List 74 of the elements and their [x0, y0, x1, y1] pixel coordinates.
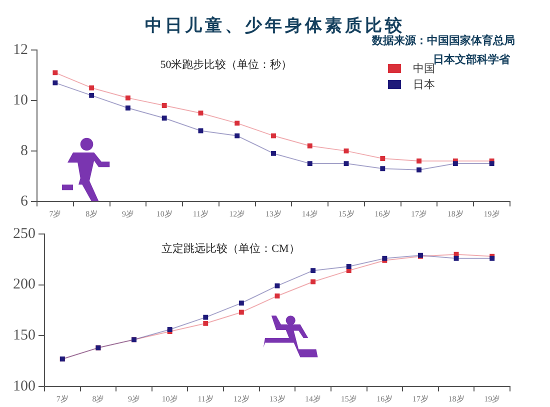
x-tick-label: 11岁: [198, 394, 214, 404]
point: [238, 310, 244, 315]
point: [89, 92, 94, 98]
point: [234, 120, 240, 126]
y-tick-label: 250: [13, 226, 36, 242]
point: [344, 161, 349, 166]
y-tick-label: 10: [13, 92, 28, 108]
legend-label: 中国: [413, 62, 435, 76]
point: [489, 161, 494, 166]
point: [162, 116, 167, 121]
point: [203, 314, 208, 320]
x-tick-label: 18岁: [447, 209, 464, 218]
x-tick-label: 7岁: [56, 394, 68, 404]
point: [344, 148, 349, 154]
point: [162, 103, 167, 108]
point: [52, 80, 58, 86]
text: 立定跳远比较（单位：CM）: [162, 242, 300, 255]
point: [271, 150, 276, 156]
point: [274, 283, 280, 288]
y-tick-label: 150: [13, 328, 36, 344]
point: [452, 161, 458, 166]
point: [234, 133, 240, 138]
point: [454, 256, 459, 261]
point: [198, 110, 204, 116]
point: [125, 106, 130, 111]
x-tick-label: 13岁: [266, 209, 282, 218]
x-tick-label: 12岁: [233, 394, 250, 404]
point: [89, 85, 94, 90]
y-tick-label: 200: [13, 276, 36, 293]
source-note: 数据来源：中国国家体育总局: [372, 34, 515, 48]
point: [271, 133, 276, 138]
y-tick-label: 12: [13, 42, 28, 58]
x-tick-label: 9岁: [128, 394, 140, 404]
point: [274, 294, 280, 298]
x-tick-label: 9岁: [122, 209, 134, 218]
point: [52, 70, 58, 76]
point: [416, 167, 422, 172]
x-tick-label: 14岁: [302, 209, 318, 218]
y-tick-label: 100: [13, 378, 36, 394]
x-tick-label: 15岁: [338, 209, 354, 218]
point: [346, 264, 352, 269]
x-tick-label: 17岁: [411, 209, 428, 218]
point: [125, 95, 130, 100]
text: 50米跑步比较（单位：秒）: [160, 58, 292, 71]
legend-label: 日本: [413, 78, 435, 92]
x-tick-label: 12岁: [229, 209, 246, 218]
point: [310, 268, 316, 274]
x-tick-label: 18岁: [448, 394, 464, 404]
annotation: 日本文部科学省: [433, 52, 510, 66]
y-tick-label: 6: [20, 193, 28, 210]
x-tick-label: 10岁: [156, 209, 172, 218]
x-tick-label: 14岁: [305, 394, 322, 404]
point: [310, 279, 316, 284]
x-tick-label: 11岁: [192, 209, 209, 218]
x-tick-label: 19岁: [484, 209, 500, 218]
point: [238, 300, 244, 306]
point: [307, 143, 312, 148]
point: [380, 166, 386, 172]
point: [307, 161, 312, 166]
x-tick-label: 8岁: [86, 209, 98, 218]
x-tick-label: 10岁: [162, 394, 178, 404]
x-tick-label: 16岁: [374, 209, 391, 218]
chart-title: 中日儿童、少年身体素质比较: [144, 15, 405, 35]
x-tick-label: 7岁: [49, 209, 62, 218]
x-tick-label: 17岁: [412, 394, 428, 404]
x-tick-label: 8岁: [92, 394, 104, 404]
x-tick-label: 15岁: [340, 394, 357, 404]
x-tick-label: 13岁: [269, 394, 286, 404]
x-tick-label: 19岁: [484, 394, 500, 404]
x-tick-label: 16岁: [376, 394, 393, 404]
y-tick-label: 8: [20, 142, 28, 159]
point: [380, 156, 386, 161]
point: [416, 158, 422, 164]
point: [203, 320, 208, 326]
